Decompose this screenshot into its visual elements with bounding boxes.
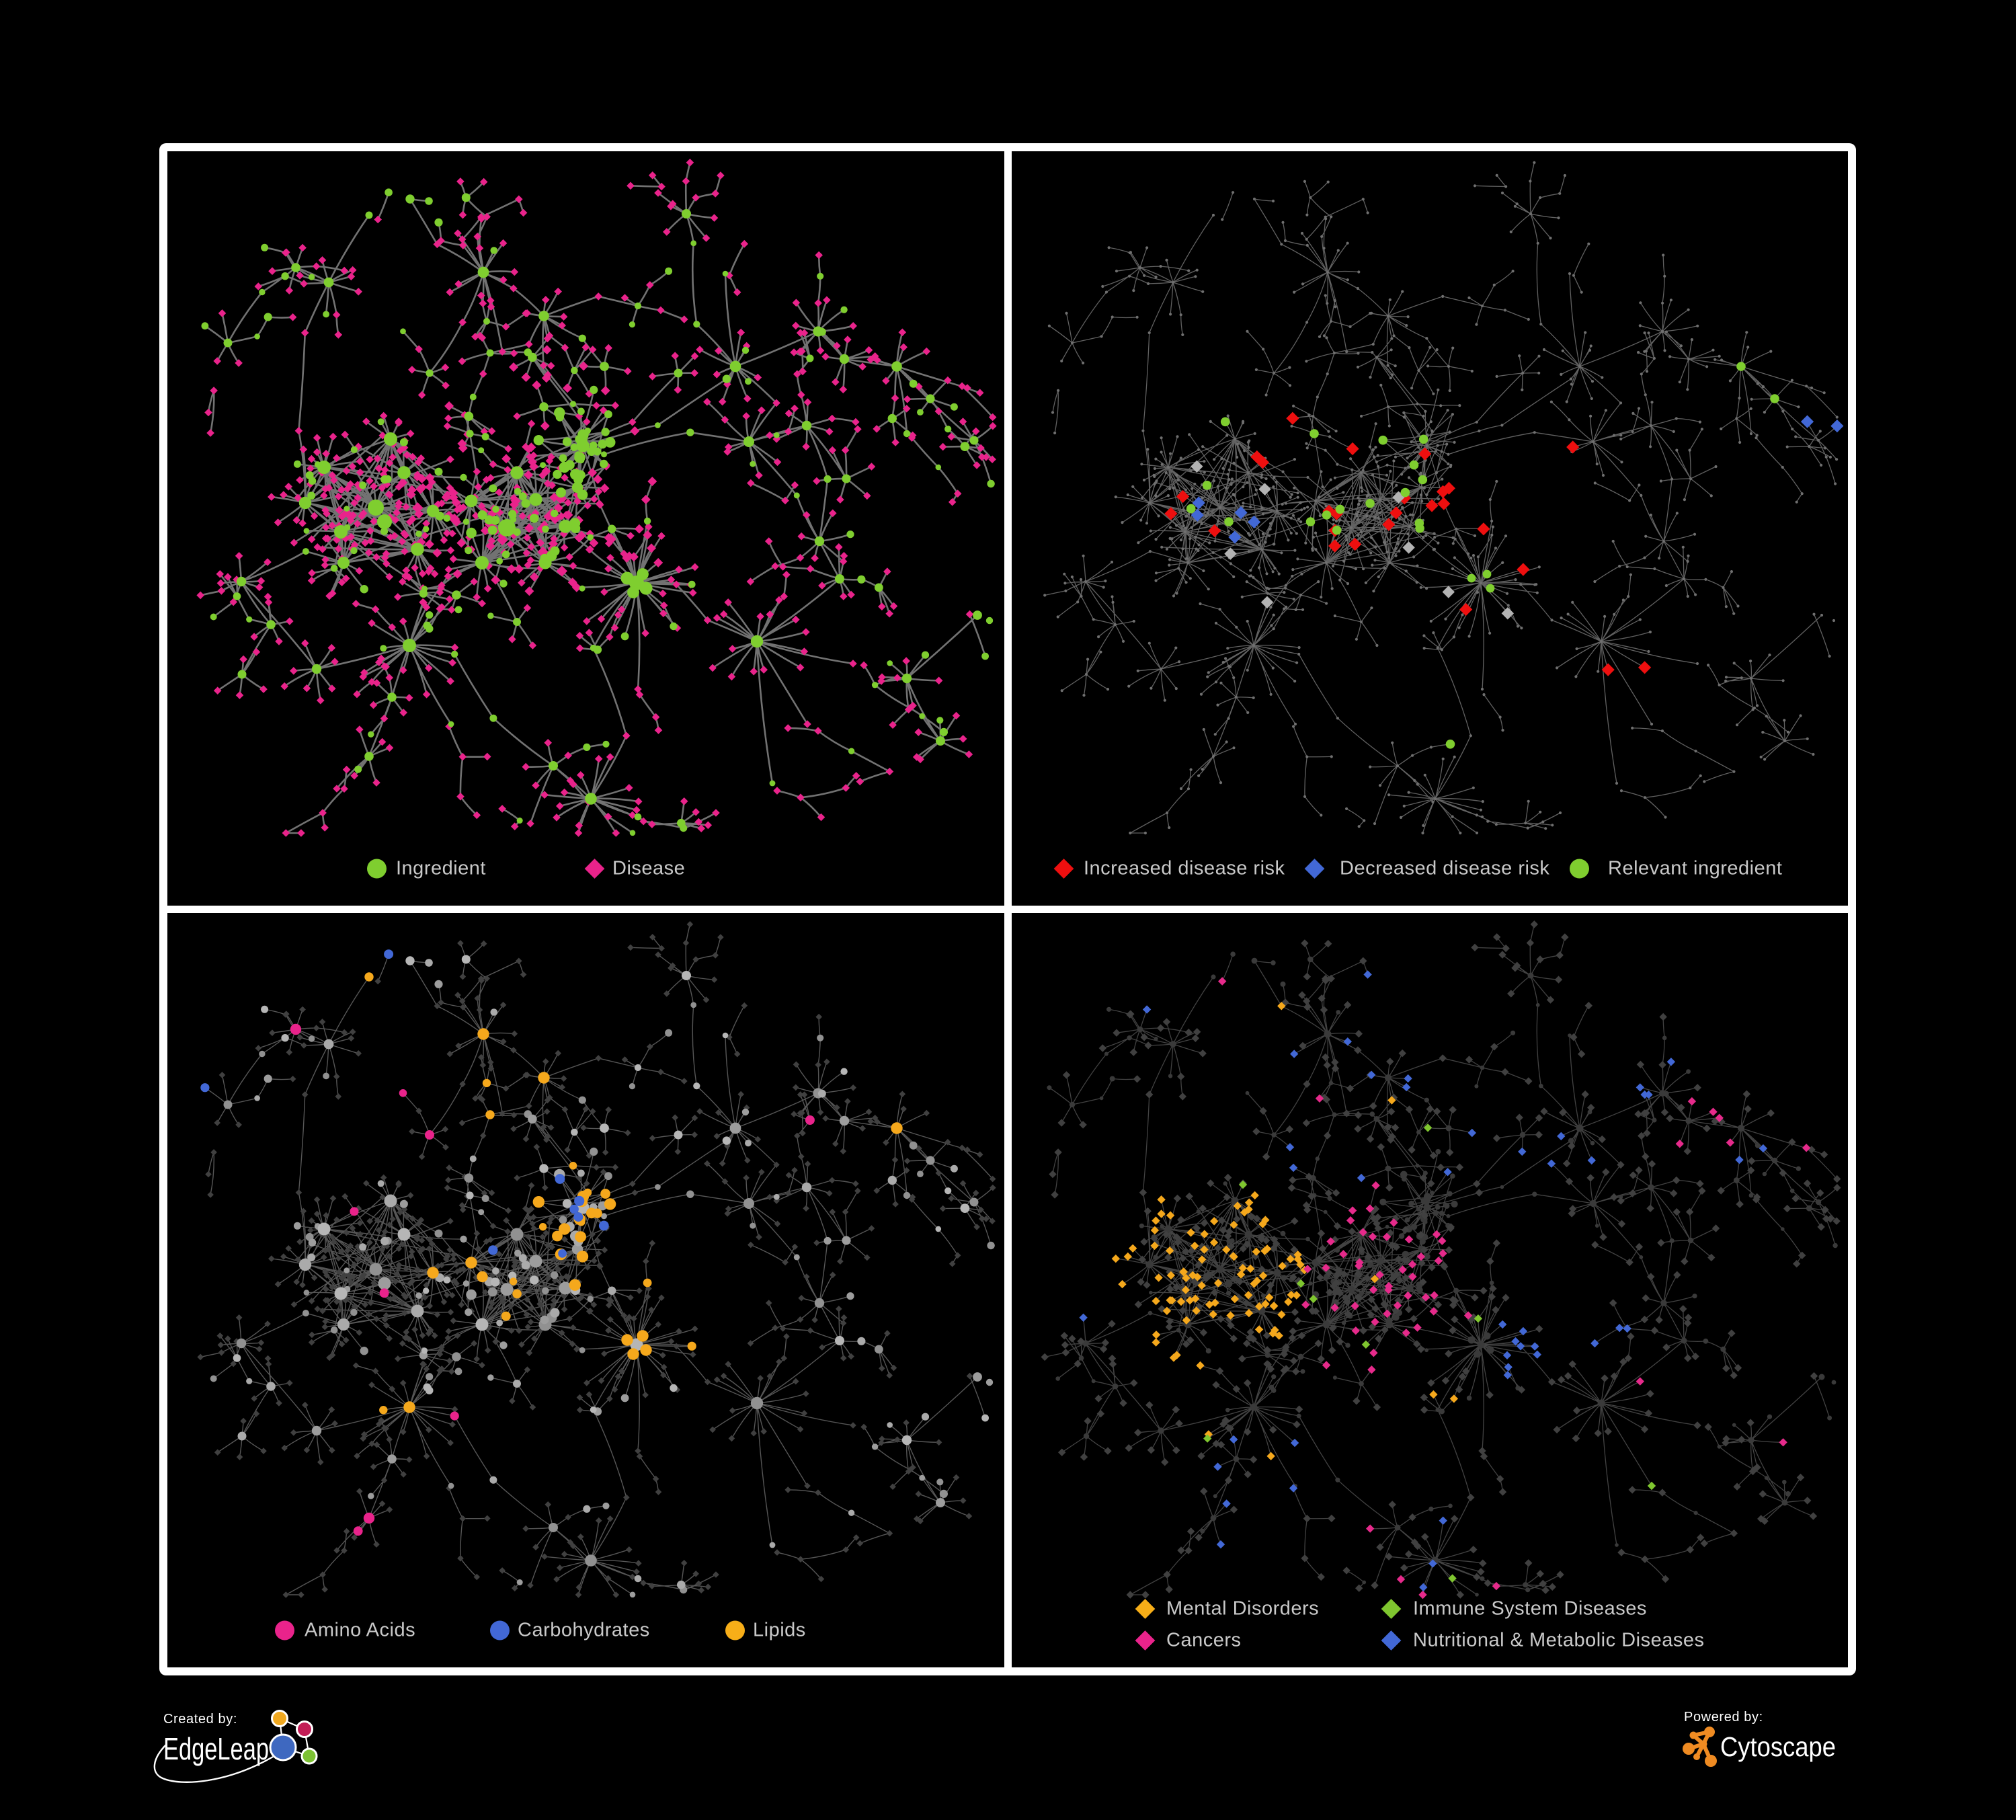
svg-text:EdgeLeap: EdgeLeap [163,1731,269,1766]
svg-text:Cytoscape: Cytoscape [1720,1731,1836,1762]
